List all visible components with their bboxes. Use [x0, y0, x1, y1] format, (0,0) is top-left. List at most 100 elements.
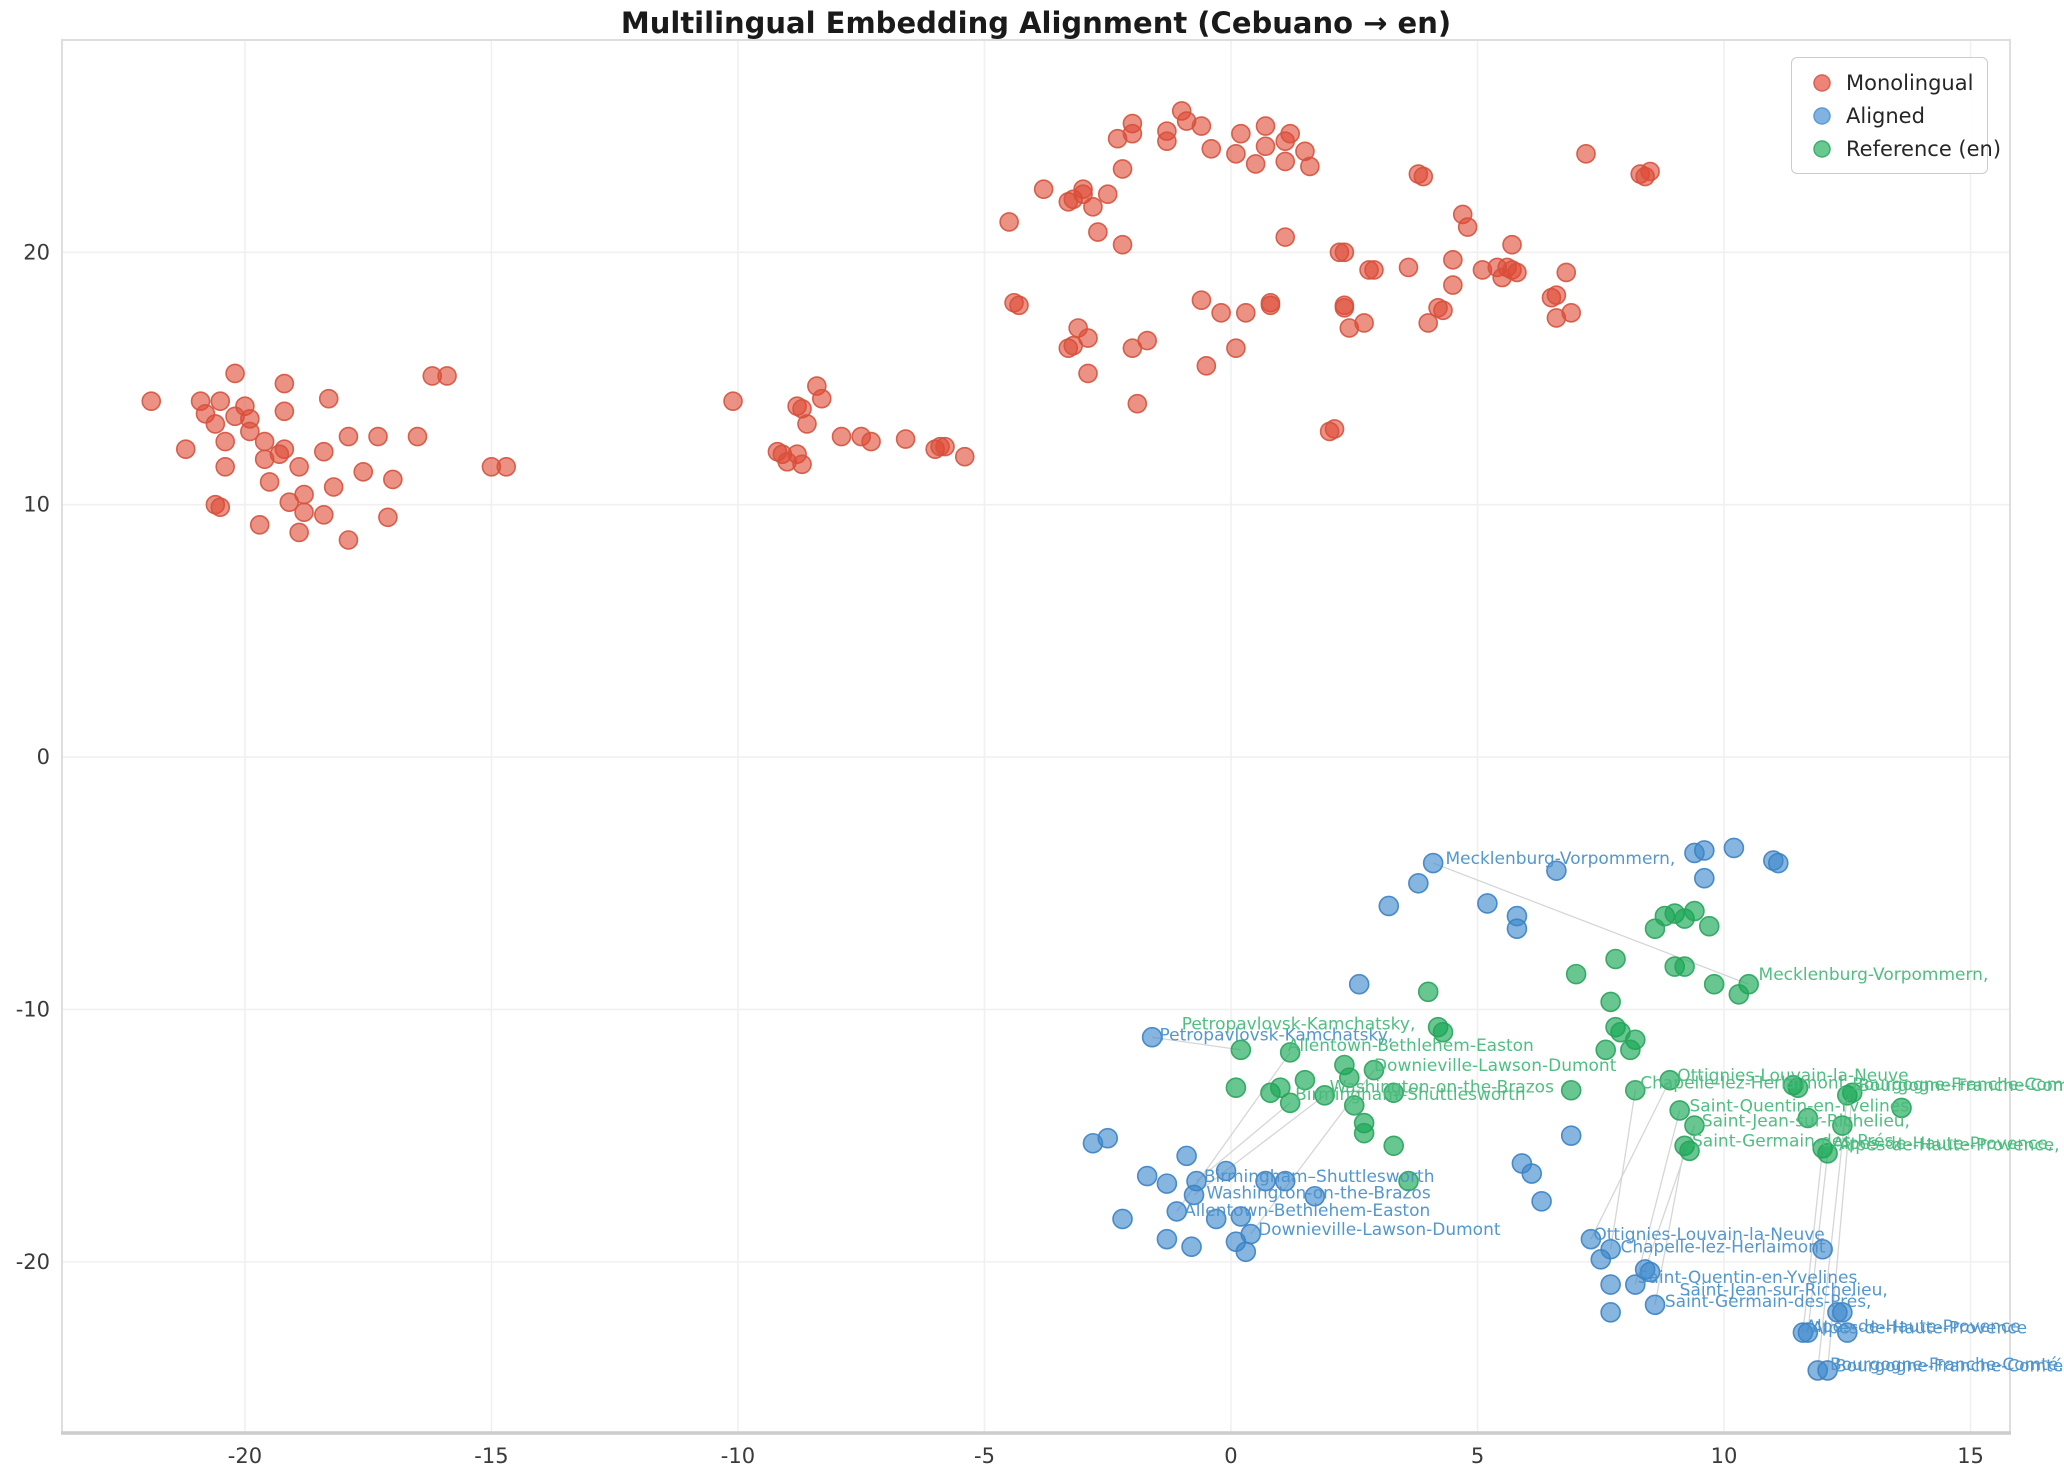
annotation-label: Saint-Jean-sur-Richelieu,	[1702, 1112, 1910, 1132]
scatter-point-monolingual	[1196, 356, 1217, 376]
scatter-point-monolingual	[1226, 338, 1246, 358]
scatter-point-monolingual	[811, 388, 832, 409]
annotation-label: Birmingham–Shuttlesworth	[1295, 1085, 1526, 1105]
scatter-point-reference-en	[1398, 1170, 1419, 1192]
legend-item-reference: Reference (en)	[1802, 132, 2001, 165]
scatter-point-aligned	[1600, 1302, 1621, 1323]
legend-item-monolingual: Monolingual	[1802, 66, 1975, 99]
x-tick-label: -20	[228, 1444, 262, 1468]
scatter-point-monolingual	[1033, 179, 1054, 199]
scatter-point-aligned	[1181, 1236, 1202, 1258]
scatter-point-monolingual	[141, 391, 162, 411]
scatter-point-monolingual	[1546, 285, 1567, 305]
scatter-point-monolingual	[1443, 250, 1463, 270]
scatter-point-monolingual	[269, 444, 290, 464]
scatter-point-aligned	[1624, 1274, 1646, 1295]
scatter-point-monolingual	[318, 388, 339, 409]
scatter-point-monolingual	[1127, 393, 1148, 414]
scatter-point-aligned	[1560, 1125, 1582, 1146]
annotation-label: Bourgogne-Franche-Comté.	[1835, 1356, 2064, 1376]
scatter-point-monolingual	[1211, 303, 1231, 323]
scatter-point-aligned	[1156, 1173, 1178, 1194]
scatter-point-reference-en	[1363, 1059, 1385, 1081]
scatter-point-monolingual	[1640, 161, 1660, 182]
scatter-point-reference-en	[1343, 1095, 1365, 1116]
scatter-point-monolingual	[1334, 242, 1355, 263]
scatter-point-monolingual	[314, 504, 334, 525]
scatter-point-aligned	[1836, 1322, 1858, 1343]
scatter-point-aligned	[1348, 973, 1370, 995]
monolingual-marker-icon	[1813, 73, 1831, 92]
scatter-point-reference-en	[1605, 948, 1626, 970]
scatter-point-monolingual	[279, 492, 300, 512]
scatter-point-monolingual	[383, 469, 403, 490]
scatter-point-monolingual	[1191, 290, 1212, 311]
scatter-point-reference-en	[1832, 1115, 1853, 1136]
scatter-point-aligned	[1600, 1274, 1621, 1295]
scatter-point-reference-en	[1644, 918, 1666, 940]
scatter-point-monolingual	[1078, 363, 1098, 384]
scatter-point-reference-en	[1230, 1039, 1252, 1061]
scatter-point-reference-en	[1624, 1079, 1646, 1101]
annotation-label: Mecklenburg-Vorpommern,	[1445, 849, 1675, 869]
scatter-point-reference-en	[1841, 1082, 1863, 1104]
alignment-connector-line	[1634, 1110, 1681, 1285]
scatter-point-aligned	[1817, 1360, 1838, 1381]
scatter-point-monolingual	[1137, 330, 1157, 351]
y-tick-label: 0	[37, 745, 50, 769]
scatter-point-monolingual	[1319, 421, 1340, 442]
scatter-point-reference-en	[1294, 1069, 1316, 1091]
scatter-point-monolingual	[368, 426, 388, 447]
scatter-point-aligned	[1590, 1249, 1612, 1270]
chart-title: Multilingual Embedding Alignment (Cebuan…	[620, 6, 1452, 40]
annotation-label: Bourgogne-Franche-Comté	[1858, 1076, 2064, 1096]
annotation-label: Bourgogne-Franche-Comté.	[1830, 1355, 2064, 1375]
alignment-connector-line	[1590, 1079, 1671, 1240]
scatter-point-reference-en	[1620, 1039, 1641, 1061]
scatter-point-reference-en	[1270, 1077, 1291, 1099]
scatter-point-reference-en	[1314, 1084, 1335, 1106]
scatter-point-monolingual	[215, 431, 235, 452]
scatter-point-monolingual	[323, 477, 344, 497]
annotation-label: Downieville-Lawson-Dumont	[1374, 1056, 1617, 1076]
scatter-point-monolingual	[338, 426, 359, 447]
scatter-point-aligned	[1639, 1261, 1661, 1283]
scatter-point-reference-en	[1684, 1115, 1705, 1136]
scatter-point-reference-en	[1698, 915, 1720, 937]
scatter-point-monolingual	[1280, 123, 1300, 144]
scatter-point-monolingual	[1201, 138, 1222, 159]
annotation-label: Washington-on-the-Brazos	[1206, 1183, 1430, 1203]
alignment-connector-line	[1196, 1102, 1291, 1182]
scatter-point-monolingual	[1112, 159, 1133, 179]
scatter-point-monolingual	[723, 391, 743, 411]
scatter-point-reference-en	[1659, 1069, 1681, 1091]
scatter-point-monolingual	[1255, 116, 1276, 136]
alignment-connector-line	[1152, 1036, 1241, 1051]
scatter-point-monolingual	[1245, 154, 1266, 174]
alignment-connector-line	[1817, 1095, 1848, 1371]
scatter-point-monolingual	[797, 414, 817, 434]
scatter-point-monolingual	[1502, 234, 1522, 255]
legend-label-reference: Reference (en)	[1846, 136, 2002, 161]
scatter-point-reference-en	[1560, 1079, 1582, 1101]
scatter-point-monolingual	[205, 414, 226, 434]
annotation-label: Saint-Quentin-en-Yvelines	[1638, 1268, 1858, 1288]
scatter-point-aligned	[1644, 1294, 1666, 1316]
scatter-point-aligned	[1183, 1184, 1205, 1206]
scatter-point-reference-en	[1674, 956, 1695, 977]
scatter-point-aligned	[1531, 1190, 1552, 1212]
scatter-point-monolingual	[289, 457, 309, 477]
scatter-point-monolingual	[254, 431, 275, 452]
scatter-point-aligned	[1215, 1160, 1237, 1182]
scatter-point-reference-en	[1417, 981, 1439, 1003]
scatter-point-monolingual	[1231, 123, 1251, 144]
scatter-point-aligned	[1156, 1228, 1178, 1250]
scatter-point-monolingual	[1226, 144, 1246, 164]
scatter-point-aligned	[1422, 852, 1444, 874]
x-tick-label: -15	[474, 1444, 508, 1468]
scatter-point-aligned	[1767, 852, 1789, 874]
y-tick-label: 20	[23, 240, 50, 264]
annotation-label: Alpes-de-Haute-Provence,	[1839, 1136, 2060, 1156]
scatter-point-monolingual	[407, 426, 428, 447]
